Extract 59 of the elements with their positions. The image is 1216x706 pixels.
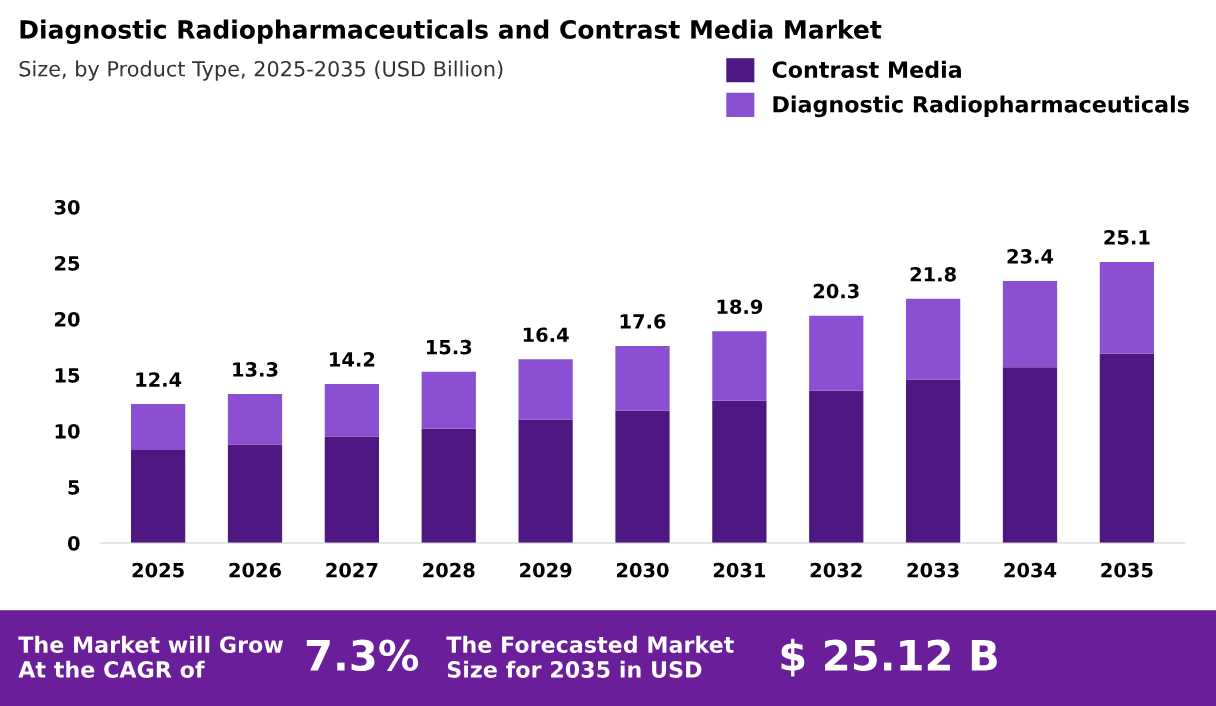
total-label: 16.4 <box>523 327 569 343</box>
bar <box>1099 353 1154 543</box>
total-label: 17.6 <box>620 313 666 329</box>
bar <box>906 298 961 380</box>
bar <box>1099 261 1154 354</box>
x-tick-label: 2033 <box>907 562 959 578</box>
bar <box>421 428 476 543</box>
bar <box>615 410 670 543</box>
bar <box>809 390 864 543</box>
bar <box>906 379 961 543</box>
bar <box>324 383 379 437</box>
text: $ 25.12 B <box>781 638 997 677</box>
x-tick-label: 2027 <box>326 562 378 578</box>
chart-subtitle: Size, by Product Type, 2025-2035 (USD Billion) <box>19 60 503 81</box>
x-tick-label: 2029 <box>520 562 572 578</box>
text: The Forecasted Market Size for 2035 in USD <box>446 635 734 678</box>
bar <box>1002 367 1058 543</box>
bar <box>324 436 379 543</box>
bar <box>712 400 767 543</box>
bar <box>131 404 186 451</box>
bar <box>615 345 670 411</box>
total-label: 14.2 <box>330 352 375 367</box>
x-tick-label: 2035 <box>1101 562 1153 578</box>
x-tick-label: 2031 <box>713 562 766 578</box>
total-label: 23.4 <box>1007 249 1054 264</box>
total-label: 18.9 <box>717 299 763 315</box>
y-tick-label: 15 <box>55 368 80 383</box>
bar <box>227 394 283 445</box>
y-tick-label: 0 <box>67 535 80 551</box>
x-tick-label: 2026 <box>229 562 282 578</box>
x-tick-label: 2030 <box>616 562 669 578</box>
bar <box>1002 280 1058 368</box>
bar <box>712 331 767 401</box>
text: The Market will Grow At the CAGR of <box>18 635 284 678</box>
bar <box>131 450 186 543</box>
text: 7.3% <box>306 639 419 672</box>
total-label: 21.8 <box>910 266 956 282</box>
y-tick-label: 20 <box>55 311 80 327</box>
y-tick-label: 30 <box>54 199 80 215</box>
total-label: 20.3 <box>813 283 859 299</box>
x-tick-label: 2032 <box>810 562 862 578</box>
bar <box>518 419 573 543</box>
legend-label: Diagnostic Radiopharmaceuticals <box>773 95 1189 118</box>
bar <box>421 371 476 429</box>
x-tick-label: 2028 <box>423 562 475 578</box>
x-tick-label: 2034 <box>1004 562 1057 578</box>
y-tick-label: 25 <box>55 255 80 271</box>
bar <box>227 444 283 543</box>
bar <box>809 315 864 391</box>
y-tick-label: 10 <box>55 423 80 439</box>
x-tick-label: 2025 <box>132 562 184 578</box>
chart-title: Diagnostic Radiopharmaceuticals and Contrast Media Market <box>20 19 882 44</box>
y-tick-label: 5 <box>68 480 80 495</box>
bar <box>518 359 573 420</box>
total-label: 25.1 <box>1104 229 1150 245</box>
legend-label: Contrast Media <box>772 60 961 79</box>
total-label: 13.3 <box>233 362 278 377</box>
total-label: 12.4 <box>136 372 182 387</box>
total-label: 15.3 <box>426 339 472 355</box>
